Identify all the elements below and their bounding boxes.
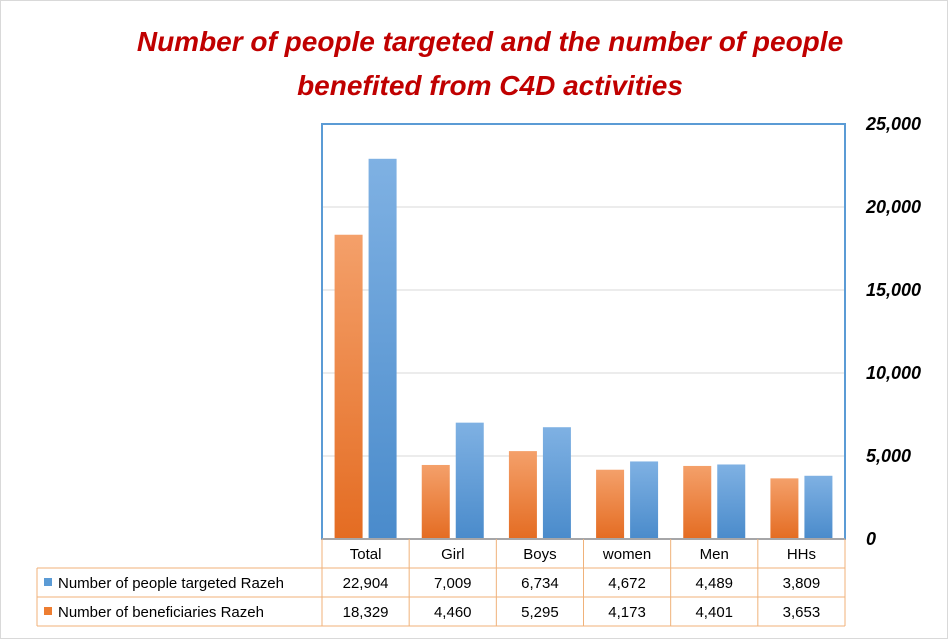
chart-title-line-2: benefited from C4D activities: [297, 70, 683, 101]
bar-beneficiaries-boys: [508, 451, 537, 539]
category-label: Total: [350, 546, 382, 563]
table-cell: 5,295: [521, 604, 559, 621]
table-cell: 18,329: [343, 604, 389, 621]
data-table: Total Girl Boys women Men HHs Number of people…: [36, 538, 846, 627]
table-cell: 4,489: [695, 575, 733, 592]
category-label: Boys: [523, 546, 556, 563]
gridlines: [322, 123, 845, 457]
table-cell: 3,653: [783, 604, 821, 621]
category-label: Men: [700, 546, 729, 563]
table-cell: 4,672: [608, 575, 646, 592]
y-tick-label: 5,000: [866, 446, 911, 466]
chart-title: Number of people targeted and the number…: [60, 20, 920, 108]
bar-targeted-men: [717, 464, 746, 539]
y-tick-label: 0: [866, 529, 876, 549]
table-cell: 3,809: [783, 575, 821, 592]
bar-targeted-boys: [542, 427, 571, 539]
table-cell: 4,460: [434, 604, 472, 621]
table-cell: 6,734: [521, 575, 559, 592]
bar-targeted-hhs: [804, 475, 833, 539]
y-axis-ticks: 0 5,000 10,000 15,000 20,000 25,000: [865, 114, 921, 549]
category-label: Girl: [441, 546, 464, 563]
legend-entry: Number of beneficiaries Razeh: [58, 604, 264, 621]
category-label: women: [602, 546, 651, 563]
legend-key: [44, 578, 52, 586]
bar-beneficiaries-men: [683, 465, 712, 539]
y-tick-label: 15,000: [866, 280, 921, 300]
plot-area-border: [321, 123, 846, 540]
legend-key: [44, 607, 52, 615]
table-cell: 7,009: [434, 575, 472, 592]
chart-title-line-1: Number of people targeted and the number…: [136, 26, 844, 57]
legend-entry: Number of people targeted Razeh: [58, 575, 284, 592]
bar-beneficiaries-girl: [421, 464, 450, 539]
bar-targeted-women: [630, 461, 659, 539]
y-tick-label: 25,000: [865, 114, 921, 134]
table-cell: 22,904: [343, 575, 389, 592]
y-tick-label: 20,000: [865, 197, 921, 217]
bar-targeted-total: [368, 158, 397, 540]
bar-beneficiaries-hhs: [770, 478, 799, 539]
bar-beneficiaries-total: [334, 234, 363, 540]
bar-beneficiaries-women: [596, 469, 625, 539]
plot-border: [321, 123, 846, 540]
bar-targeted-girl: [455, 422, 484, 539]
table-cell: 4,401: [695, 604, 733, 621]
bars: [334, 158, 833, 540]
category-label: HHs: [787, 546, 816, 563]
y-tick-label: 10,000: [866, 363, 921, 383]
table-cell: 4,173: [608, 604, 646, 621]
